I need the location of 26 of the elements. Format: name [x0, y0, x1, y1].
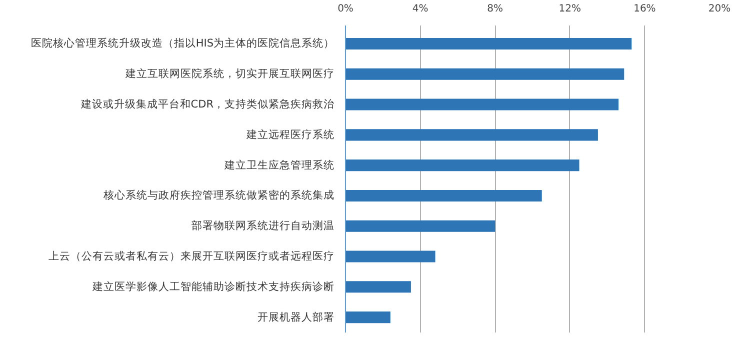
bar: [346, 160, 580, 172]
bar: [346, 312, 390, 324]
x-tick-label: 0%: [338, 4, 354, 14]
x-tick-label: 8%: [487, 4, 504, 14]
y-tick-label: 医院核心管理系统升级改造（指以HIS为主体的医院信息系统）: [30, 36, 335, 50]
bar: [346, 38, 632, 50]
x-tick-label: 16%: [634, 4, 656, 14]
bar: [346, 98, 619, 110]
y-tick-label: 建立远程医疗系统: [246, 128, 334, 141]
x-tick-label: 12%: [558, 4, 582, 14]
y-tick-label: 建立卫生应急管理系统: [224, 158, 334, 172]
bar: [346, 190, 542, 202]
bar: [346, 68, 624, 80]
y-tick-label: 建设或升级集成平台和CDR，支持类似紧急疾病救治: [80, 98, 335, 111]
y-tick-label: 建立医学影像人工智能辅助诊断技术支持疾病诊断: [92, 280, 334, 293]
y-tick-label: 部署物联网系统进行自动测温: [192, 219, 334, 232]
bar: [346, 220, 496, 232]
y-tick-label: 上云（公有云或者私有云）来展开互联网医疗或者远程医疗: [48, 250, 334, 263]
y-tick-label: 开展机器人部署: [258, 310, 334, 324]
bar: [346, 129, 598, 141]
y-tick-label: 建立互联网医院系统，切实开展互联网医疗: [124, 67, 334, 80]
bar: [346, 250, 436, 262]
y-tick-label: 核心系统与政府疾控管理系统做紧密的系统集成: [102, 188, 334, 202]
x-tick-label: 4%: [412, 4, 428, 14]
bar: [346, 281, 411, 293]
x-tick-label: 20%: [708, 4, 731, 14]
